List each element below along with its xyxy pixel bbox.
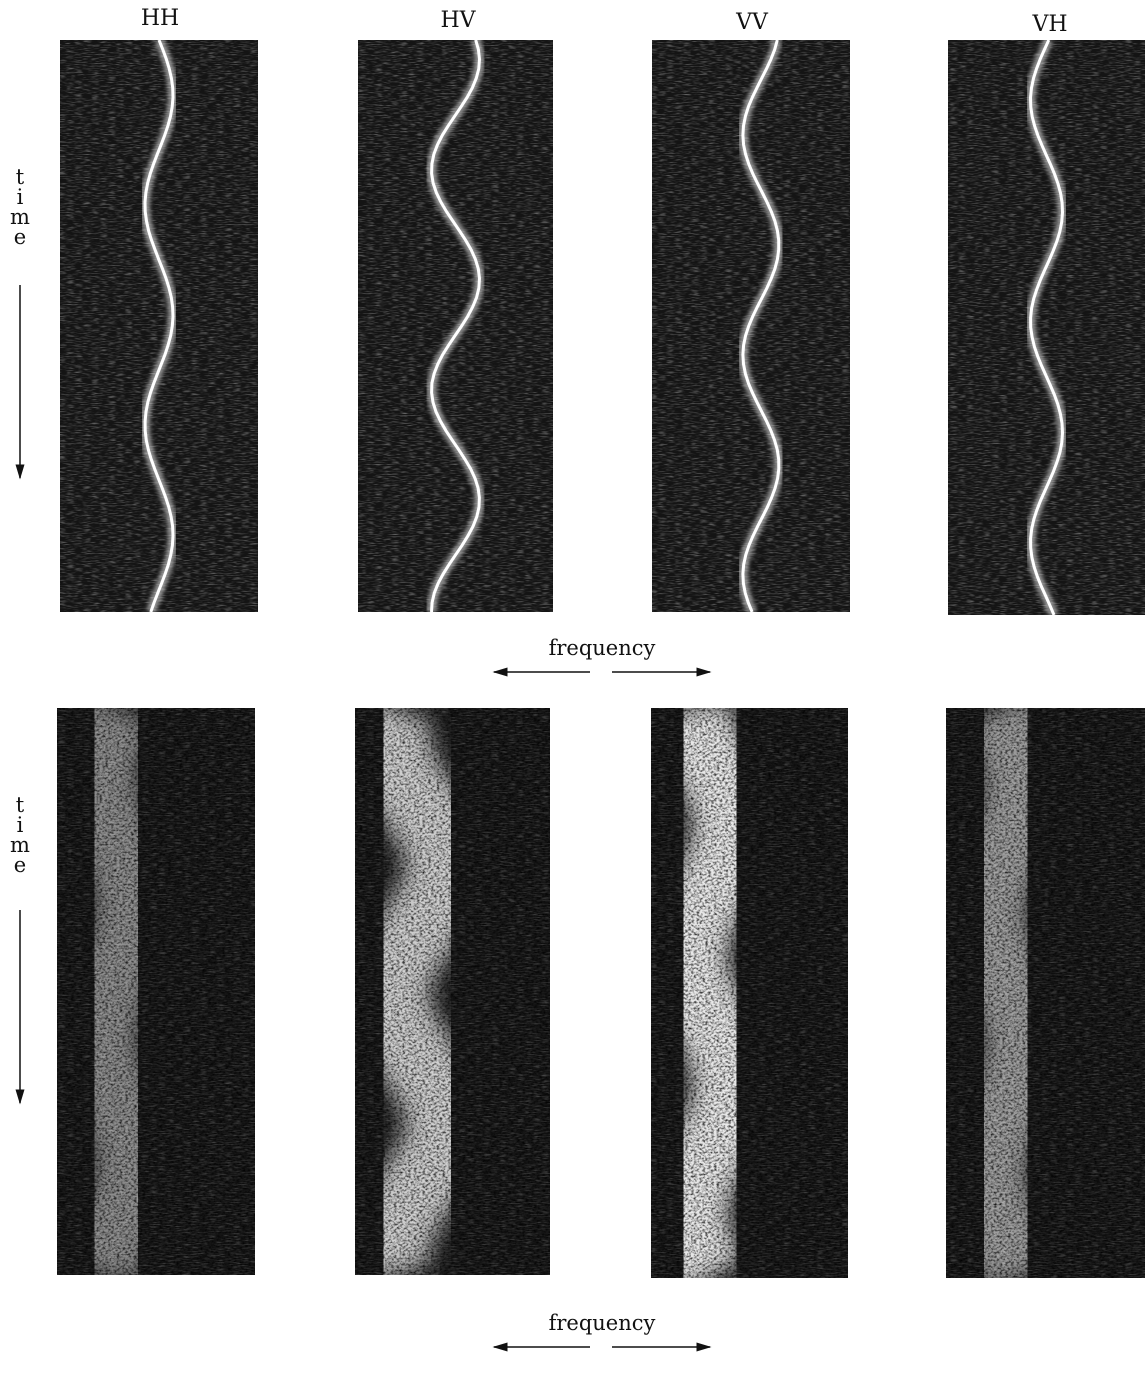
spectrogram — [948, 40, 1145, 615]
page: HH HV VV VH time time frequency frequenc… — [0, 0, 1145, 1379]
column-label: HV — [440, 8, 475, 33]
noise — [651, 708, 848, 1278]
frequency-label: frequency — [549, 636, 656, 660]
noise — [57, 708, 255, 1275]
time-label: time — [9, 793, 30, 873]
noise — [60, 40, 258, 612]
noise — [355, 708, 550, 1275]
noise — [358, 40, 553, 612]
column-label: VH — [1032, 12, 1067, 37]
noise — [946, 708, 1145, 1278]
frequency-label: frequency — [549, 1311, 656, 1335]
column-label: VV — [736, 10, 768, 35]
time-label: time — [9, 165, 30, 245]
spectrogram — [652, 40, 850, 612]
spectrogram — [651, 708, 848, 1278]
spectrogram — [355, 708, 550, 1275]
spectrogram — [946, 708, 1145, 1278]
spectrogram — [60, 40, 258, 612]
noise — [948, 40, 1145, 615]
column-label: HH — [141, 6, 179, 31]
spectrogram — [358, 40, 553, 612]
figure — [0, 0, 1145, 1379]
spectrogram — [57, 708, 255, 1275]
